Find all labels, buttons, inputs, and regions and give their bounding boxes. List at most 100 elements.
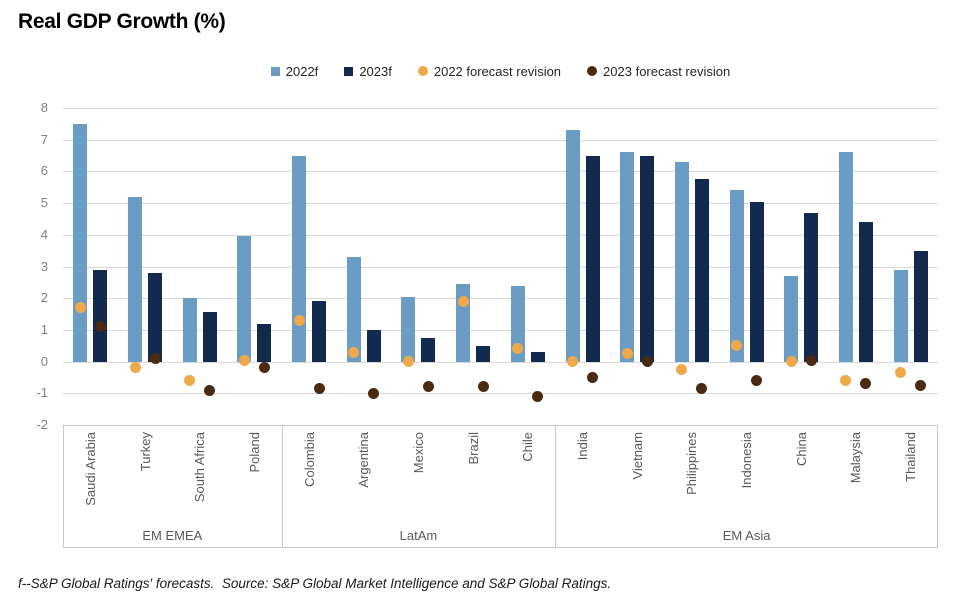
group-divider-em-asia <box>555 425 557 548</box>
x-axis-label-chile: Chile <box>520 432 536 462</box>
y-axis-tick-5: 5 <box>40 195 48 211</box>
legend-marker-2022-forecast-revision-icon <box>417 66 428 76</box>
y-axis-tick-7: 7 <box>40 131 48 147</box>
dot-2023-forecast-revision-thailand <box>915 379 927 391</box>
dot-2022-forecast-revision-south-africa <box>184 375 196 387</box>
x-axis-label-turkey: Turkey <box>137 432 153 472</box>
dot-2023-forecast-revision-india <box>587 371 599 383</box>
x-axis-label-china: China <box>793 432 809 466</box>
dot-2023-forecast-revision-china <box>805 354 817 366</box>
gridline-0 <box>63 361 938 363</box>
y-axis-tick-2: 2 <box>40 290 48 306</box>
legend-label-2022-forecast-revision: 2022 forecast revision <box>433 63 562 79</box>
x-axis-label-indonesia: Indonesia <box>739 432 755 489</box>
gridline-2 <box>63 298 938 300</box>
dot-2023-forecast-revision-indonesia <box>751 375 763 387</box>
bar-2022f-poland <box>237 236 252 362</box>
legend-marker-2022f <box>270 66 280 76</box>
bar-2023f-brazil <box>476 345 491 362</box>
dot-2022-forecast-revision-brazil <box>457 295 469 307</box>
group-divider-latam <box>281 425 283 548</box>
gridline-6 <box>63 171 938 173</box>
bar-2022f-turkey <box>128 196 143 362</box>
gridline-7 <box>63 139 938 141</box>
dot-2022-forecast-revision-thailand <box>895 367 907 379</box>
bar-2022f-philippines <box>674 161 689 362</box>
group-label-em-emea: EM EMEA <box>142 528 203 543</box>
bar-2023f-chile <box>530 352 545 362</box>
bar-2022f-argentina <box>346 256 361 362</box>
dot-2022-forecast-revision-mexico <box>402 356 414 368</box>
bar-2022f-indonesia <box>729 190 744 362</box>
y-axis-tick--2: -2 <box>36 417 48 432</box>
dot-2022-forecast-revision-malaysia <box>840 375 852 387</box>
dot-2023-forecast-revision-poland <box>258 362 270 374</box>
bar-2022f-thailand <box>893 269 908 362</box>
dot-2022-forecast-revision-philippines <box>676 364 688 376</box>
dot-2023-forecast-revision-saudi-arabia <box>94 321 106 333</box>
bar-2022f-china <box>784 276 799 362</box>
legend-label-2023f: 2023f <box>359 63 392 79</box>
bar-2022f-vietnam <box>620 152 635 362</box>
y-axis-tick-3: 3 <box>40 258 48 274</box>
bar-2023f-vietnam <box>640 155 655 362</box>
bar-2022f-india <box>565 130 580 362</box>
x-axis-box <box>63 425 938 548</box>
y-axis-tick-4: 4 <box>40 226 48 242</box>
bar-2023f-malaysia <box>858 222 873 362</box>
bar-2022f-chile <box>510 285 525 362</box>
x-axis-label-argentina: Argentina <box>356 432 372 488</box>
bar-2023f-colombia <box>312 301 327 362</box>
x-axis-label-thailand: Thailand <box>903 432 919 482</box>
group-label-latam: LatAm <box>399 528 438 543</box>
gridline-1 <box>63 329 938 331</box>
bar-2023f-saudi-arabia <box>93 269 108 362</box>
footnote: f--S&P Global Ratings' forecasts. Source… <box>18 576 612 591</box>
dot-2022-forecast-revision-vietnam <box>621 348 633 360</box>
legend-item-2023-forecast-revision: 2023 forecast revision <box>587 64 730 79</box>
dot-2023-forecast-revision-philippines <box>696 383 708 395</box>
dot-2023-forecast-revision-mexico <box>422 381 434 393</box>
bar-2023f-thailand <box>913 250 928 362</box>
bar-2023f-south-africa <box>202 312 217 362</box>
x-axis-label-malaysia: Malaysia <box>848 432 864 484</box>
legend-marker-2023-forecast-revision-icon <box>587 66 598 76</box>
dot-2023-forecast-revision-colombia <box>313 383 325 395</box>
dot-2022-forecast-revision-poland <box>238 354 250 366</box>
dot-2023-forecast-revision-vietnam <box>641 356 653 368</box>
x-axis-label-philippines: Philippines <box>684 432 700 495</box>
y-axis-tick-0: 0 <box>40 353 48 369</box>
bar-2022f-saudi-arabia <box>73 123 88 362</box>
bar-2023f-india <box>585 155 600 362</box>
dot-2022-forecast-revision-argentina <box>348 346 360 358</box>
dot-2022-forecast-revision-turkey <box>129 362 141 374</box>
x-axis-label-mexico: Mexico <box>410 432 426 474</box>
bar-2023f-argentina <box>366 329 381 362</box>
x-axis-label-saudi-arabia: Saudi Arabia <box>82 432 98 506</box>
gridline-8 <box>63 108 938 109</box>
legend-label-2023-forecast-revision: 2023 forecast revision <box>603 63 731 79</box>
y-axis-tick-1: 1 <box>40 321 48 337</box>
bar-2022f-colombia <box>292 155 307 362</box>
x-axis-label-south-africa: South Africa <box>192 432 208 503</box>
x-axis-label-india: India <box>575 432 591 461</box>
legend-item-2022f: 2022f <box>270 64 318 79</box>
legend-item-2023f: 2023f <box>344 64 392 79</box>
y-axis-tick-8: 8 <box>40 100 48 115</box>
dot-2022-forecast-revision-chile <box>512 343 524 355</box>
group-label-em-asia: EM Asia <box>722 528 771 543</box>
dot-2023-forecast-revision-chile <box>532 390 544 402</box>
dot-2023-forecast-revision-brazil <box>477 381 489 393</box>
x-axis-label-vietnam: Vietnam <box>629 432 645 480</box>
dot-2023-forecast-revision-argentina <box>368 387 380 399</box>
dot-2022-forecast-revision-saudi-arabia <box>74 302 86 314</box>
gridline-5 <box>63 203 938 205</box>
gridline--1 <box>63 393 938 395</box>
dot-2022-forecast-revision-indonesia <box>731 340 743 352</box>
dot-2022-forecast-revision-colombia <box>293 314 305 326</box>
y-axis-tick--1: -1 <box>36 385 48 401</box>
bar-2022f-south-africa <box>182 298 197 362</box>
